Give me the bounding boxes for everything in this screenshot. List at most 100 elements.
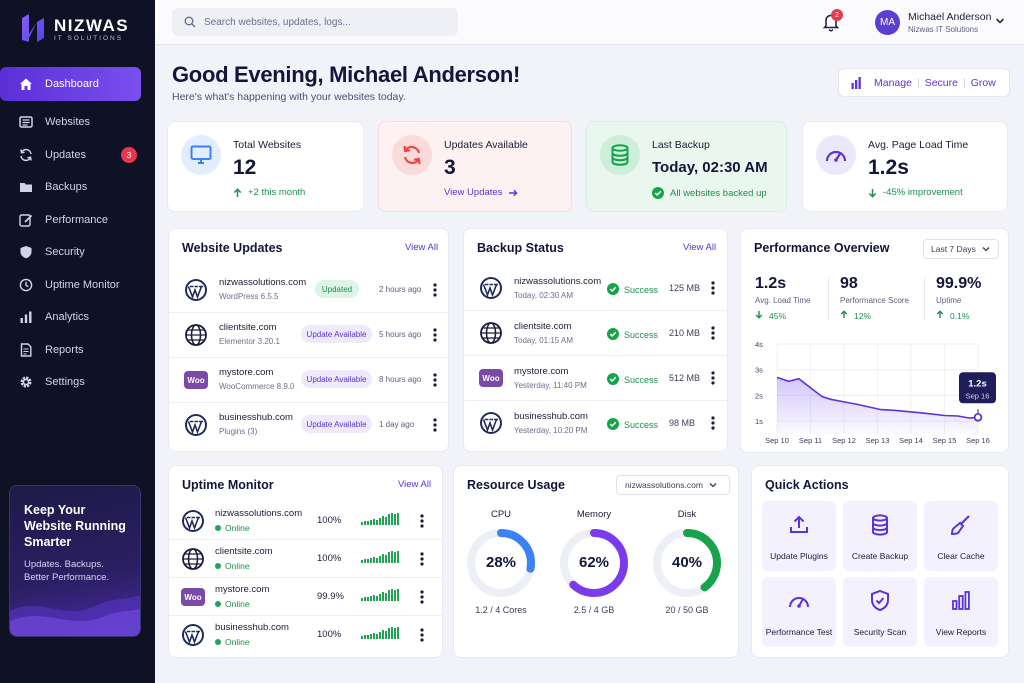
sidebar-item-updates[interactable]: Updates 3 <box>0 139 155 172</box>
stat-card-total-websites[interactable]: Total Websites 12 +2 this month <box>167 121 364 212</box>
sidebar-item-settings[interactable]: Settings <box>0 366 155 399</box>
sidebar-item-reports[interactable]: Reports <box>0 334 155 367</box>
stat-card-last-backup[interactable]: Last Backup Today, 02:30 AM All websites… <box>586 121 787 212</box>
user-name[interactable]: Michael Anderson <box>908 11 992 23</box>
quick-action-label: Security Scan <box>853 627 907 637</box>
backup-row[interactable]: Woo mystore.com Yesterday, 11:40 PM Success… <box>464 356 727 401</box>
avatar[interactable]: MA <box>875 10 900 35</box>
x-tick-label: Sep 12 <box>832 436 856 445</box>
logo-mark-icon <box>22 14 44 42</box>
uptime-row[interactable]: Woo mystore.com Online 99.9% <box>169 578 442 616</box>
sidebar-item-security[interactable]: Security <box>0 236 155 269</box>
site-name: nizwassolutions.com <box>514 276 602 287</box>
status-online: Online <box>215 523 250 533</box>
more-options-icon[interactable] <box>711 371 715 385</box>
update-row[interactable]: Woo mystore.com WooCommerce 8.9.0 Update Av… <box>169 358 448 403</box>
more-options-icon[interactable] <box>433 418 437 432</box>
online-dot <box>215 601 221 607</box>
metric-label: Uptime <box>936 296 962 305</box>
more-options-icon[interactable] <box>711 281 715 295</box>
wordpress-icon <box>479 276 503 300</box>
online-dot <box>215 525 221 531</box>
more-options-icon[interactable] <box>711 326 715 340</box>
sidebar-item-label: Analytics <box>45 311 90 324</box>
tagline-separator: | <box>962 76 966 89</box>
view-all-link[interactable]: View All <box>398 479 432 490</box>
backup-size: 512 MB <box>669 373 701 383</box>
bar-chart-icon <box>851 76 861 89</box>
sidebar-item-backups[interactable]: Backups <box>0 171 155 204</box>
more-options-icon[interactable] <box>420 628 424 642</box>
x-tick-label: Sep 16 <box>966 436 990 445</box>
view-reports-button[interactable]: View Reports <box>924 577 998 647</box>
sidebar-item-uptime-monitor[interactable]: Uptime Monitor <box>0 269 155 302</box>
series-line <box>776 376 979 419</box>
more-options-icon[interactable] <box>433 373 437 387</box>
page-subtitle: Here's what's happening with your websit… <box>172 91 406 103</box>
update-row[interactable]: clientsite.com Elementor 3.20.1 Update Ava… <box>169 313 448 358</box>
status-online: Online <box>215 599 250 609</box>
site-name: mystore.com <box>514 366 569 377</box>
site-select[interactable]: nizwassolutions.com <box>616 475 730 495</box>
usage-ring <box>558 527 630 599</box>
tagline-banner: Manage | Secure | Grow <box>838 68 1010 97</box>
card-title: Backup Status <box>477 241 564 255</box>
backup-row[interactable]: businesshub.com Yesterday, 10:20 PM Succes… <box>464 401 727 446</box>
sidebar-item-label: Updates <box>45 148 86 161</box>
uptime-row[interactable]: clientsite.com Online 100% <box>169 540 442 578</box>
uptime-row[interactable]: businesshub.com Online 100% <box>169 616 442 654</box>
view-all-link[interactable]: View All <box>683 242 717 253</box>
tagline-manage: Manage <box>874 76 912 89</box>
more-options-icon[interactable] <box>433 328 437 342</box>
sidebar-item-dashboard[interactable]: Dashboard <box>0 67 141 101</box>
backup-row[interactable]: nizwassolutions.com Today, 02:30 AM Succes… <box>464 266 727 311</box>
more-options-icon[interactable] <box>433 283 437 297</box>
create-backup-button[interactable]: Create Backup <box>843 501 917 571</box>
uptime-percent: 99.9% <box>317 591 344 602</box>
security-scan-button[interactable]: Security Scan <box>843 577 917 647</box>
view-updates-link[interactable]: View Updates <box>444 187 519 198</box>
site-name: businesshub.com <box>215 622 289 633</box>
status-badge[interactable]: Update Available <box>301 415 372 433</box>
stat-value: 3 <box>444 156 456 179</box>
globe-icon <box>479 321 503 345</box>
woo-icon: Woo <box>184 368 208 392</box>
sidebar-item-performance[interactable]: Performance <box>0 204 155 237</box>
metric-change-text: 12% <box>854 310 872 321</box>
stat-card-updates-available[interactable]: Updates Available 3 View Updates <box>378 121 572 212</box>
uptime-row[interactable]: nizwassolutions.com Online 100% <box>169 502 442 540</box>
chevron-down-icon[interactable] <box>995 17 1005 25</box>
update-row[interactable]: nizwassolutions.com WordPress 6.5.5 Update… <box>169 268 448 313</box>
sidebar-item-websites[interactable]: Websites <box>0 106 155 139</box>
more-options-icon[interactable] <box>420 552 424 566</box>
uptime-sparkline <box>361 550 401 569</box>
more-options-icon[interactable] <box>420 590 424 604</box>
update-plugins-button[interactable]: Update Plugins <box>762 501 836 571</box>
wordpress-icon <box>184 413 208 437</box>
database-icon <box>600 135 640 175</box>
clear-cache-button[interactable]: Clear Cache <box>924 501 998 571</box>
sidebar-item-analytics[interactable]: Analytics <box>0 301 155 334</box>
status-badge[interactable]: Update Available <box>301 370 372 388</box>
stat-card-avg-page-load[interactable]: Avg. Page Load Time 1.2s -45% improvemen… <box>802 121 1008 212</box>
stat-note-text: All websites backed up <box>670 187 767 199</box>
timestamp: 8 hours ago <box>379 375 422 384</box>
status-text: Success <box>624 420 659 430</box>
backup-row[interactable]: clientsite.com Today, 01:15 AM Success 210 … <box>464 311 727 356</box>
performance-test-button[interactable]: Performance Test <box>762 577 836 647</box>
resource-label: CPU <box>490 509 512 520</box>
x-tick-label: Sep 10 <box>765 436 789 445</box>
date-range-select[interactable]: Last 7 Days <box>923 239 999 259</box>
brand-logo[interactable]: NIZWAS IT SOLUTIONS <box>20 12 129 46</box>
shield-check-icon <box>871 589 889 612</box>
list-icon <box>19 116 33 128</box>
quick-action-label: Clear Cache <box>937 551 985 561</box>
view-all-link[interactable]: View All <box>405 242 439 253</box>
status-text: Online <box>225 637 250 647</box>
status-badge[interactable]: Update Available <box>301 325 372 343</box>
more-options-icon[interactable] <box>711 416 715 430</box>
more-options-icon[interactable] <box>420 514 424 528</box>
update-row[interactable]: businesshub.com Plugins (3) Update Availab… <box>169 403 448 448</box>
search-input[interactable]: Search websites, updates, logs... <box>172 8 458 36</box>
metric-value: 99.9% <box>936 275 982 292</box>
